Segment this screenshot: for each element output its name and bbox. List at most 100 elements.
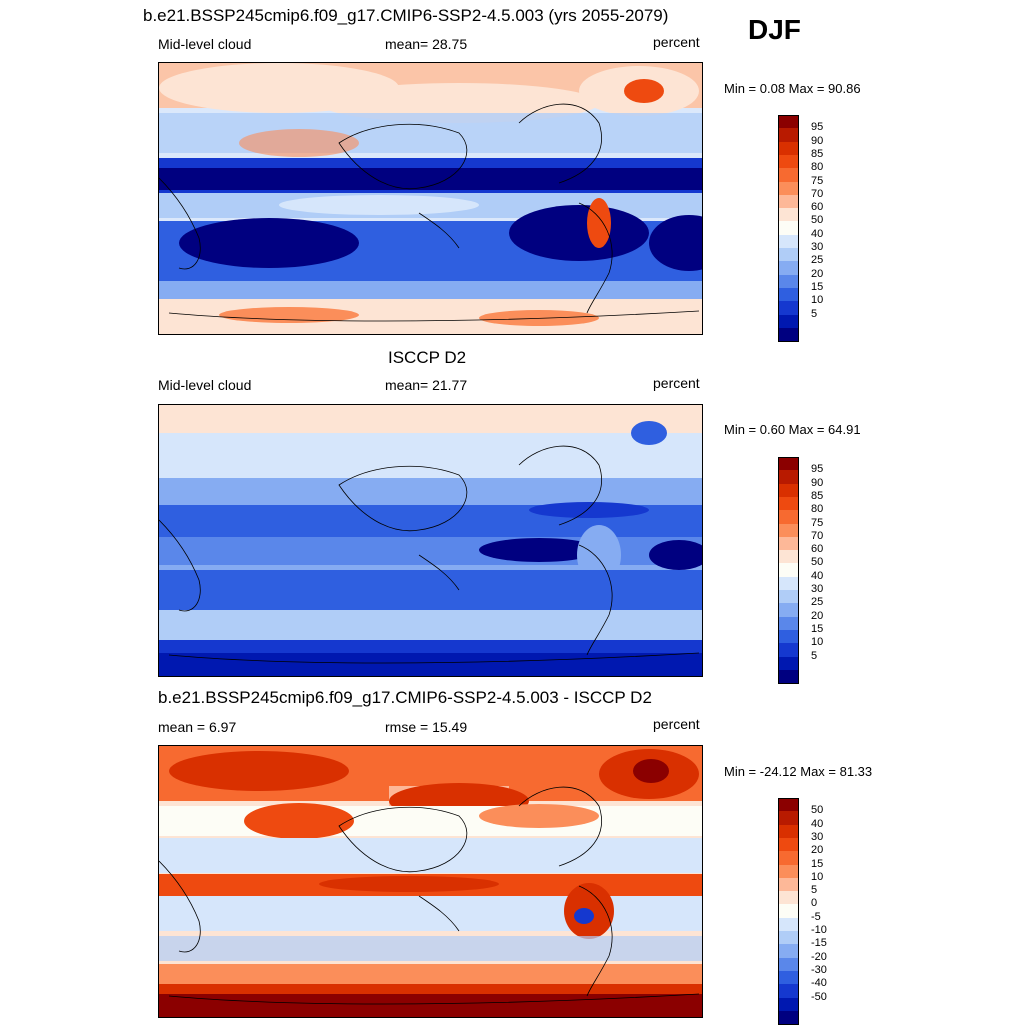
colorbar-tick-label: 20 <box>811 609 824 622</box>
colorbar-tick-label: -30 <box>811 963 827 976</box>
colorbar-swatch <box>778 984 799 998</box>
colorbar-tick-label: 85 <box>811 489 824 502</box>
panel1-variable-label: Mid-level cloud <box>158 36 252 52</box>
colorbar-swatch <box>778 851 799 865</box>
panel3-mean-label: mean = 6.97 <box>158 719 237 735</box>
panel3-minmax: Min = -24.12 Max = 81.33 <box>724 764 873 779</box>
colorbar-tick-label: 90 <box>811 476 824 489</box>
colorbar-swatch <box>778 483 799 498</box>
colorbar-tick-label: 15 <box>811 280 824 293</box>
colorbar-tick-label: 75 <box>811 516 824 529</box>
panel1-map-field <box>159 63 702 334</box>
colorbar-tick-label: 40 <box>811 817 824 830</box>
colorbar-swatch <box>778 128 799 143</box>
colorbar-swatch <box>778 470 799 485</box>
colorbar-swatch <box>778 798 799 812</box>
colorbar-swatch <box>778 457 799 471</box>
colorbar-swatch <box>778 141 799 156</box>
colorbar-swatch <box>778 327 799 342</box>
panel1-title: b.e21.BSSP245cmip6.f09_g17.CMIP6-SSP2-4.… <box>143 6 669 25</box>
panel3-map-field <box>159 746 702 1017</box>
colorbar-swatch <box>778 643 799 657</box>
panel2-map-field <box>159 405 702 676</box>
colorbar-tick-label: 25 <box>811 596 824 609</box>
panel1-minmax: Min = 0.08 Max = 90.86 <box>724 81 861 96</box>
colorbar-swatch <box>778 917 799 932</box>
season-label: DJF <box>748 14 801 45</box>
colorbar-tick-label: 60 <box>811 201 824 214</box>
colorbar-tick-label: 30 <box>811 583 824 595</box>
colorbar-swatch <box>778 957 799 972</box>
colorbar-swatch <box>778 590 799 604</box>
panel2-map <box>158 404 703 677</box>
colorbar-swatch <box>778 877 799 892</box>
colorbar-tick-label: -40 <box>811 977 827 990</box>
colorbar-swatch <box>778 603 799 618</box>
colorbar-swatch <box>778 274 799 289</box>
colorbar-tick-label: 15 <box>811 622 824 635</box>
colorbar-swatch <box>778 221 799 236</box>
colorbar-tick-label: 30 <box>811 830 824 843</box>
panel2-minmax: Min = 0.60 Max = 64.91 <box>724 422 861 437</box>
colorbar-tick-label: 50 <box>811 556 824 569</box>
colorbar-swatch <box>778 181 799 196</box>
colorbar-tick-label: 5 <box>811 649 818 662</box>
colorbar-tick-label: 5 <box>811 884 818 897</box>
colorbar-swatch <box>778 314 799 329</box>
colorbar-swatch <box>778 510 799 524</box>
colorbar-swatch <box>778 261 799 276</box>
colorbar-swatch <box>778 629 799 644</box>
colorbar-swatch <box>778 550 799 564</box>
panel2-mean-label: mean= 21.77 <box>385 377 468 393</box>
colorbar-swatch <box>778 576 799 591</box>
colorbar-tick-label: 80 <box>811 161 824 174</box>
colorbar-tick-label: 60 <box>811 543 824 556</box>
colorbar-swatch <box>778 837 799 852</box>
colorbar-swatch <box>778 904 799 919</box>
colorbar-tick-label: 95 <box>811 463 824 476</box>
colorbar-swatch <box>778 523 799 538</box>
colorbar-swatch <box>778 891 799 905</box>
colorbar-tick-label: 15 <box>811 857 824 870</box>
colorbar-swatch <box>778 1010 799 1025</box>
colorbar-swatch <box>778 944 799 959</box>
colorbar-tick-label: 10 <box>811 294 824 307</box>
colorbar-tick-label: 50 <box>811 214 824 227</box>
panel3-title: b.e21.BSSP245cmip6.f09_g17.CMIP6-SSP2-4.… <box>158 688 652 707</box>
colorbar-tick-label: 10 <box>811 870 824 883</box>
colorbar-swatch <box>778 154 799 169</box>
colorbar-tick-label: 20 <box>811 844 824 857</box>
colorbar-swatch <box>778 301 799 315</box>
colorbar-tick-label: -20 <box>811 950 827 963</box>
colorbar-tick-label: 30 <box>811 241 824 253</box>
colorbar-tick-label: 70 <box>811 187 824 200</box>
colorbar-swatch <box>778 208 799 222</box>
colorbar-swatch <box>778 997 799 1012</box>
colorbar-tick-label: 0 <box>811 897 818 910</box>
colorbar-swatch <box>778 931 799 945</box>
panel1-map <box>158 62 703 335</box>
colorbar-swatch <box>778 563 799 578</box>
panel2-variable-label: Mid-level cloud <box>158 377 252 393</box>
colorbar-swatch <box>778 194 799 209</box>
panel2-units-label: percent <box>653 375 700 391</box>
colorbar-swatch <box>778 864 799 879</box>
colorbar-swatch <box>778 970 799 985</box>
panel3-units-label: percent <box>653 716 700 732</box>
colorbar-tick-label: -15 <box>811 937 827 950</box>
colorbar-tick-label: 10 <box>811 636 824 649</box>
colorbar-tick-label: 25 <box>811 254 824 267</box>
colorbar-tick-label: 40 <box>811 227 824 240</box>
colorbar-tick-label: -10 <box>811 924 827 936</box>
colorbar-swatch <box>778 536 799 551</box>
colorbar-swatch <box>778 811 799 826</box>
colorbar-tick-label: 20 <box>811 267 824 280</box>
colorbar-tick-label: -5 <box>811 910 821 923</box>
colorbar-swatch <box>778 115 799 129</box>
colorbar-tick-label: 80 <box>811 503 824 516</box>
colorbar-tick-label: 90 <box>811 134 824 147</box>
colorbar-swatch <box>778 234 799 249</box>
colorbar-tick-label: 70 <box>811 529 824 542</box>
colorbar-tick-label: 85 <box>811 147 824 160</box>
colorbar-tick-label: -50 <box>811 990 827 1003</box>
